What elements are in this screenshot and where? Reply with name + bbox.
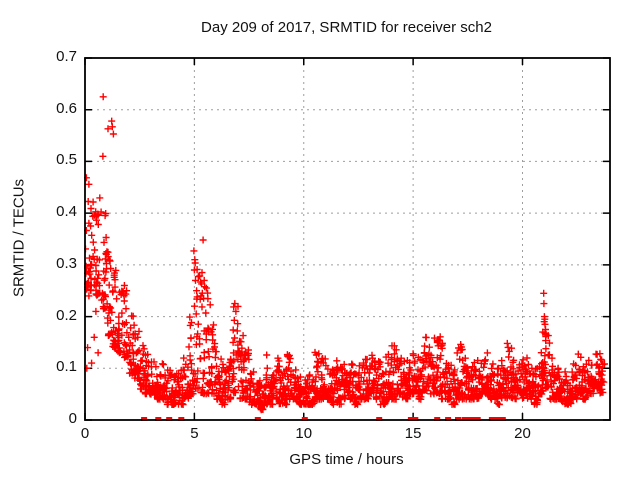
y-tick-label: 0.7	[56, 48, 77, 65]
y-tick-label: 0.2	[56, 306, 77, 324]
x-tick-label: 20	[514, 425, 531, 442]
x-tick-label: 0	[80, 425, 90, 442]
y-tick-label: 0.3	[56, 254, 77, 272]
x-axis-label: GPS time / hours	[289, 451, 404, 468]
y-tick-label: 0.6	[56, 99, 77, 117]
x-tick-label: 5	[190, 425, 199, 442]
y-tick-label: 0	[68, 410, 77, 427]
plot-canvas	[84, 57, 611, 421]
x-tick-label: 15	[404, 425, 422, 442]
y-tick-label: 0.4	[56, 203, 77, 221]
chart-title: Day 209 of 2017, SRMTID for receiver sch…	[201, 19, 492, 36]
y-tick-label: 0.5	[56, 151, 77, 169]
x-tick-label: 10	[295, 425, 313, 442]
y-tick-label: 0.1	[56, 358, 77, 376]
